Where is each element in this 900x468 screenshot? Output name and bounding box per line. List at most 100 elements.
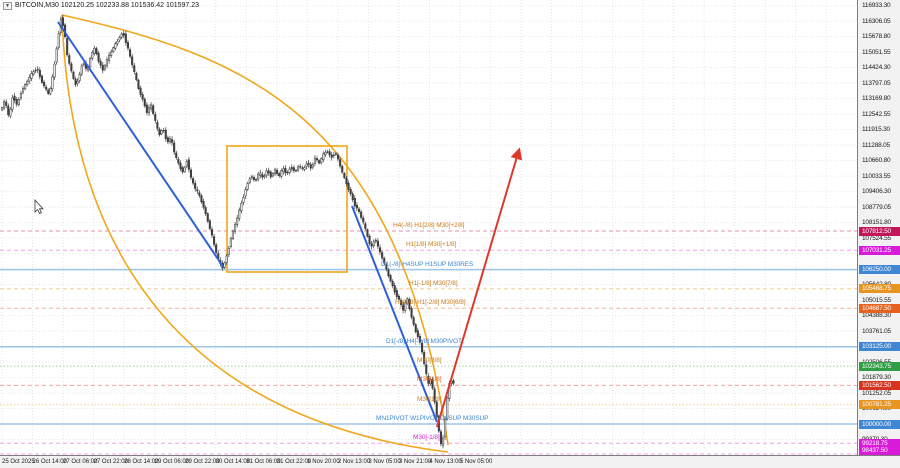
time-axis-label: 1 Nov 20:00 xyxy=(307,459,340,465)
price-axis-label: 101879.30 xyxy=(862,374,891,382)
bullish-projection-arrow[interactable] xyxy=(436,147,523,428)
blue-trendline-2[interactable] xyxy=(351,205,438,423)
candle xyxy=(250,176,253,178)
price-axis-label: 111288.05 xyxy=(862,141,890,149)
time-axis-label: 30 Oct 14:00 xyxy=(215,459,251,465)
candle xyxy=(175,152,178,159)
candle xyxy=(313,157,317,164)
candle xyxy=(446,397,449,420)
candle xyxy=(137,79,140,89)
candle xyxy=(99,60,102,66)
price-axis-label: 104388.30 xyxy=(862,312,891,320)
candle xyxy=(439,431,443,445)
candle xyxy=(147,107,150,114)
price-level-badge: 99218.75 xyxy=(859,438,900,448)
candle xyxy=(179,162,182,169)
candle xyxy=(32,71,35,75)
candle xyxy=(265,170,268,176)
candle xyxy=(215,244,218,253)
candle xyxy=(389,275,392,282)
candle xyxy=(74,78,77,85)
candle xyxy=(183,166,186,173)
candle xyxy=(208,220,211,229)
candle xyxy=(38,69,41,77)
candle xyxy=(227,247,230,256)
candle xyxy=(267,170,270,174)
price-level-badge: 100000.00 xyxy=(859,419,900,429)
candle xyxy=(126,42,129,49)
candle xyxy=(173,142,176,153)
candle xyxy=(194,183,197,189)
candle xyxy=(139,87,142,95)
candle xyxy=(364,223,367,229)
candle xyxy=(444,418,447,438)
candle xyxy=(236,217,239,225)
price-axis[interactable]: 116933.30 116306.05 115678.80 115051.55 1144… xyxy=(857,0,900,455)
candle xyxy=(381,252,384,259)
level-label-99218.75: M30[-1/8] xyxy=(413,434,440,442)
candle xyxy=(410,308,413,318)
candle xyxy=(387,269,390,277)
wedge-arc-1[interactable] xyxy=(61,14,449,446)
candle xyxy=(391,280,394,287)
price-level-badge: 98437.50 xyxy=(859,445,900,455)
symbol-dropdown-icon[interactable]: ▼ xyxy=(3,2,12,10)
candle xyxy=(114,43,117,49)
candle xyxy=(261,174,264,178)
candle xyxy=(374,239,377,242)
drawing-objects[interactable] xyxy=(61,14,449,453)
candle xyxy=(383,258,386,264)
candle xyxy=(13,95,16,101)
candle xyxy=(406,298,409,304)
price-level-badge: 105468.75 xyxy=(859,284,900,294)
candle xyxy=(378,247,382,253)
consolidation-rectangle[interactable] xyxy=(226,145,348,273)
level-label-102343.75: M30[3/8] xyxy=(417,357,442,365)
grid-lines xyxy=(0,0,857,455)
candle xyxy=(101,64,104,71)
candle xyxy=(296,166,300,171)
candle xyxy=(339,159,342,167)
price-level-badge: 107031.25 xyxy=(859,245,900,255)
candle xyxy=(11,97,14,110)
overlay-objects[interactable] xyxy=(34,21,523,428)
candle xyxy=(408,298,411,309)
candle xyxy=(299,166,302,168)
candle xyxy=(200,195,203,203)
chart-title-bar: ▼ BITCOIN,M30 102120.25 102233.88 101536.… xyxy=(3,2,199,10)
candle xyxy=(231,230,234,239)
candle xyxy=(353,198,356,207)
candle xyxy=(198,192,201,196)
candle xyxy=(118,37,121,41)
level-label-107031.25: H1[1/8] M30[+1/8] xyxy=(406,241,457,249)
wedge-arc-2[interactable] xyxy=(61,14,449,453)
candle xyxy=(372,241,375,247)
candle xyxy=(76,81,79,84)
candle xyxy=(133,65,136,72)
level-label-105468.75: H1[-1/8] M30[7/8] xyxy=(409,279,458,287)
chart-plot-area[interactable]: H4(-/8) H1[2/8] M30[+2/8] H1[1/8] M30[+1/… xyxy=(0,0,857,455)
blue-trendline-1[interactable] xyxy=(57,21,225,269)
candle xyxy=(435,401,438,418)
candle xyxy=(431,378,434,389)
candle xyxy=(97,52,100,62)
time-axis-label: 27 Oct 06:00 xyxy=(63,459,98,465)
candle xyxy=(51,76,54,90)
candle xyxy=(307,162,310,165)
candle xyxy=(399,299,403,305)
candle xyxy=(30,73,33,79)
candle xyxy=(330,154,333,158)
candle xyxy=(129,49,132,57)
mouse-cursor-icon xyxy=(34,198,44,215)
price-level-badge: 101562.50 xyxy=(859,380,900,390)
candle xyxy=(206,213,209,222)
candle xyxy=(452,380,455,384)
candle xyxy=(7,105,10,116)
candle xyxy=(162,130,165,132)
candle xyxy=(303,167,306,170)
candle xyxy=(53,63,56,78)
candle xyxy=(105,59,108,66)
time-axis[interactable]: 25 Oct 2025 26 Oct 14:00 27 Oct 06:00 27 Oc… xyxy=(0,455,900,468)
time-axis-label: 31 Oct 22:00 xyxy=(276,459,312,465)
candle xyxy=(45,86,48,90)
